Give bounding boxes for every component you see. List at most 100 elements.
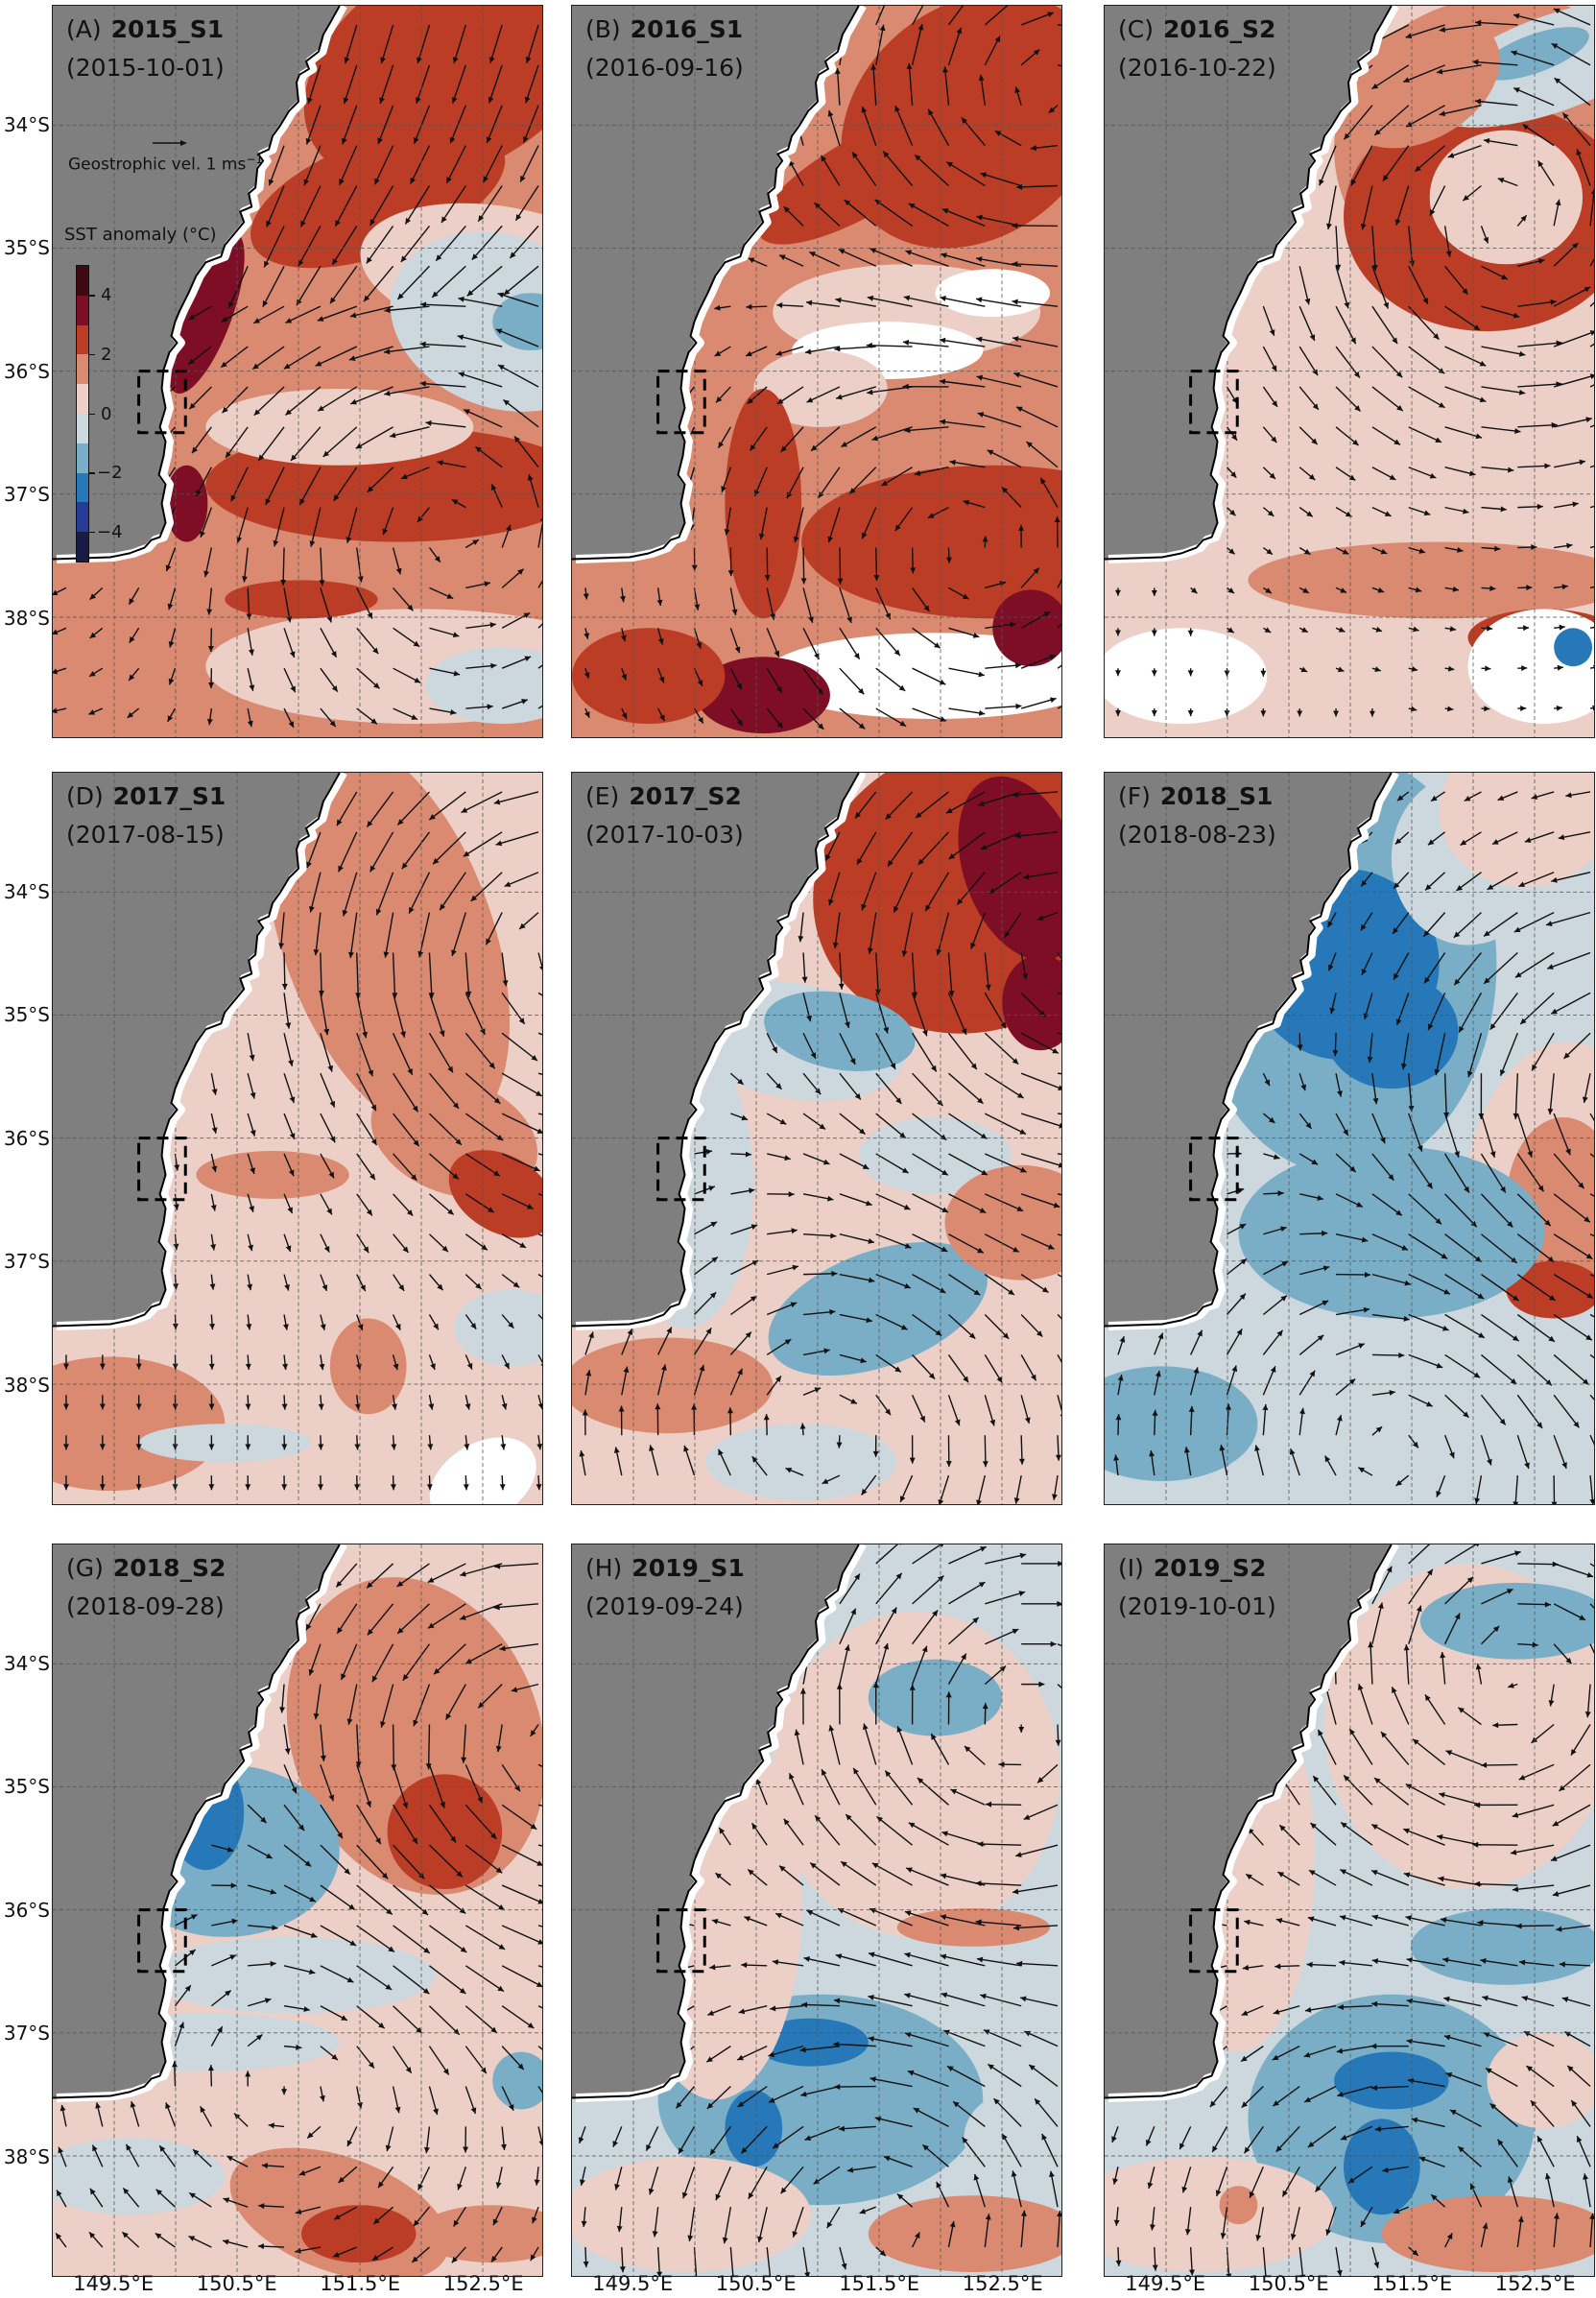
- latitude-label: 35°S: [3, 1775, 50, 1799]
- land-mass: [572, 6, 859, 560]
- geostrophic-velocity-vectors: [62, 791, 542, 1491]
- latitude-label: 38°S: [3, 2144, 50, 2168]
- colorbar-tick: [89, 413, 95, 415]
- panel-date: (2015-10-01): [66, 54, 225, 82]
- study-region-box: [137, 1908, 187, 1974]
- sst-anomaly-field: [53, 773, 542, 1504]
- panel-letter: (A): [66, 15, 102, 43]
- study-region-box: [1189, 370, 1239, 435]
- longitude-label: 152.5°E: [962, 2272, 1043, 2295]
- latitude-label: 35°S: [3, 1003, 50, 1027]
- panel-letter: (I): [1118, 1554, 1144, 1582]
- colorbar-tick: [89, 295, 95, 297]
- colorbar-tick: [89, 353, 95, 356]
- map-panel-h: (H) 2019_S1 (2019-09-24): [571, 1544, 1062, 2277]
- coastline: [572, 773, 860, 1328]
- quiver-legend-label: Geostrophic vel. 1 ms−1: [68, 153, 264, 175]
- study-region-box: [1189, 1908, 1239, 1974]
- colorbar-tick: [89, 531, 95, 534]
- panel-date: (2018-09-28): [66, 1592, 225, 1620]
- panel-survey-name: 2016_S1: [630, 15, 744, 43]
- panel-title: (F) 2018_S1: [1118, 782, 1273, 811]
- land-mass: [53, 1544, 340, 2098]
- coastline: [53, 6, 341, 561]
- map-panel-a: (A) 2015_S1 (2015-10-01) Geostrophic vel. 1…: [52, 5, 543, 738]
- longitude-label: 149.5°E: [1125, 2272, 1206, 2295]
- land-mass: [572, 1544, 859, 2098]
- panel-date: (2019-09-24): [585, 1592, 744, 1620]
- coastline: [1105, 6, 1393, 561]
- panel-title: (E) 2017_S2: [585, 782, 742, 811]
- graticule: [53, 773, 542, 1504]
- latitude-label: 36°S: [3, 1126, 50, 1150]
- panel-date: (2017-08-15): [66, 821, 225, 849]
- panel-title: (A) 2015_S1: [66, 15, 224, 44]
- sst-colorbar: [76, 265, 89, 563]
- map-panel-b: (B) 2016_S1 (2016-09-16): [571, 5, 1062, 738]
- map-panel-i: (I) 2019_S2 (2019-10-01): [1104, 1544, 1595, 2277]
- study-region-box: [137, 370, 187, 435]
- map-panel-e: (E) 2017_S2 (2017-10-03): [571, 772, 1062, 1505]
- map-panel-g: (G) 2018_S2 (2018-09-28): [52, 1544, 543, 2277]
- graticule: [572, 1544, 1061, 2276]
- coastline: [572, 1544, 860, 2099]
- longitude-label: 152.5°E: [442, 2272, 524, 2295]
- geostrophic-velocity-vectors: [579, 791, 1061, 1504]
- study-region-box: [656, 1137, 706, 1202]
- study-region-box: [656, 1908, 706, 1974]
- graticule: [572, 6, 1061, 737]
- longitude-label: 151.5°E: [320, 2272, 401, 2295]
- colorbar-tick-label: 2: [101, 344, 112, 365]
- sst-anomaly-field: [1105, 773, 1594, 1504]
- panel-survey-name: 2017_S1: [112, 782, 226, 810]
- land-mass: [1105, 773, 1392, 1327]
- panel-letter: (E): [585, 782, 620, 810]
- sst-anomaly-field: [1105, 1544, 1594, 2276]
- longitude-label: 149.5°E: [592, 2272, 674, 2295]
- colorbar-tick-label: −4: [97, 521, 123, 542]
- longitude-label: 150.5°E: [196, 2272, 277, 2295]
- coastline: [1105, 1544, 1393, 2099]
- panel-date: (2019-10-01): [1118, 1592, 1276, 1620]
- geostrophic-velocity-vectors: [1111, 1544, 1594, 2276]
- colorbar-tick-label: 4: [101, 285, 112, 306]
- colorbar-tick: [89, 472, 95, 474]
- panel-survey-name: 2019_S2: [1153, 1554, 1267, 1582]
- map-panel-f: (F) 2018_S1 (2018-08-23): [1104, 772, 1595, 1505]
- panel-letter: (G): [66, 1554, 104, 1582]
- graticule: [53, 1544, 542, 2276]
- sst-anomaly-field: [53, 1544, 542, 2276]
- longitude-label: 151.5°E: [839, 2272, 920, 2295]
- sst-anomaly-field: [572, 6, 1061, 737]
- panel-survey-name: 2018_S2: [112, 1554, 226, 1582]
- colorbar-tick-label: −2: [97, 463, 123, 484]
- longitude-label: 149.5°E: [73, 2272, 155, 2295]
- latitude-label: 38°S: [3, 1373, 50, 1397]
- latitude-label: 36°S: [3, 1898, 50, 1922]
- panel-date: (2017-10-03): [585, 821, 744, 849]
- panel-title: (G) 2018_S2: [66, 1554, 226, 1583]
- panel-title: (H) 2019_S1: [585, 1554, 745, 1583]
- coastline: [572, 6, 860, 561]
- study-region-box: [1189, 1137, 1239, 1202]
- study-region-box: [137, 1137, 187, 1202]
- latitude-label: 38°S: [3, 606, 50, 630]
- coastline: [1105, 773, 1393, 1328]
- panel-letter: (F): [1118, 782, 1151, 810]
- sst-anomaly-field: [572, 773, 1061, 1504]
- longitude-label: 152.5°E: [1494, 2272, 1576, 2295]
- longitude-label: 150.5°E: [1248, 2272, 1329, 2295]
- land-mass: [53, 773, 340, 1327]
- quiver-scale-arrow: [153, 140, 187, 146]
- latitude-label: 34°S: [3, 112, 50, 136]
- panel-date: (2018-08-23): [1118, 821, 1276, 849]
- graticule: [1105, 6, 1594, 737]
- geostrophic-velocity-vectors: [1113, 791, 1594, 1504]
- land-mass: [53, 6, 340, 560]
- latitude-label: 37°S: [3, 1250, 50, 1274]
- latitude-label: 37°S: [3, 2022, 50, 2046]
- sst-anomaly-field: [1105, 6, 1594, 737]
- longitude-label: 150.5°E: [715, 2272, 797, 2295]
- panel-survey-name: 2015_S1: [110, 15, 225, 43]
- geostrophic-velocity-vectors: [53, 24, 542, 729]
